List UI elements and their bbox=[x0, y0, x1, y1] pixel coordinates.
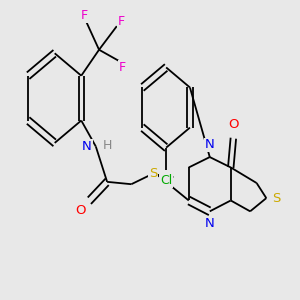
Text: O: O bbox=[228, 118, 238, 131]
Text: Cl: Cl bbox=[160, 174, 172, 187]
Text: N: N bbox=[205, 138, 214, 152]
Text: F: F bbox=[118, 15, 125, 28]
Text: F: F bbox=[81, 9, 88, 22]
Text: N: N bbox=[205, 217, 214, 230]
Text: N: N bbox=[82, 140, 92, 153]
Text: H: H bbox=[103, 139, 112, 152]
Text: F: F bbox=[119, 61, 126, 74]
Text: S: S bbox=[272, 192, 281, 205]
Text: O: O bbox=[75, 205, 86, 218]
Text: S: S bbox=[149, 167, 157, 180]
